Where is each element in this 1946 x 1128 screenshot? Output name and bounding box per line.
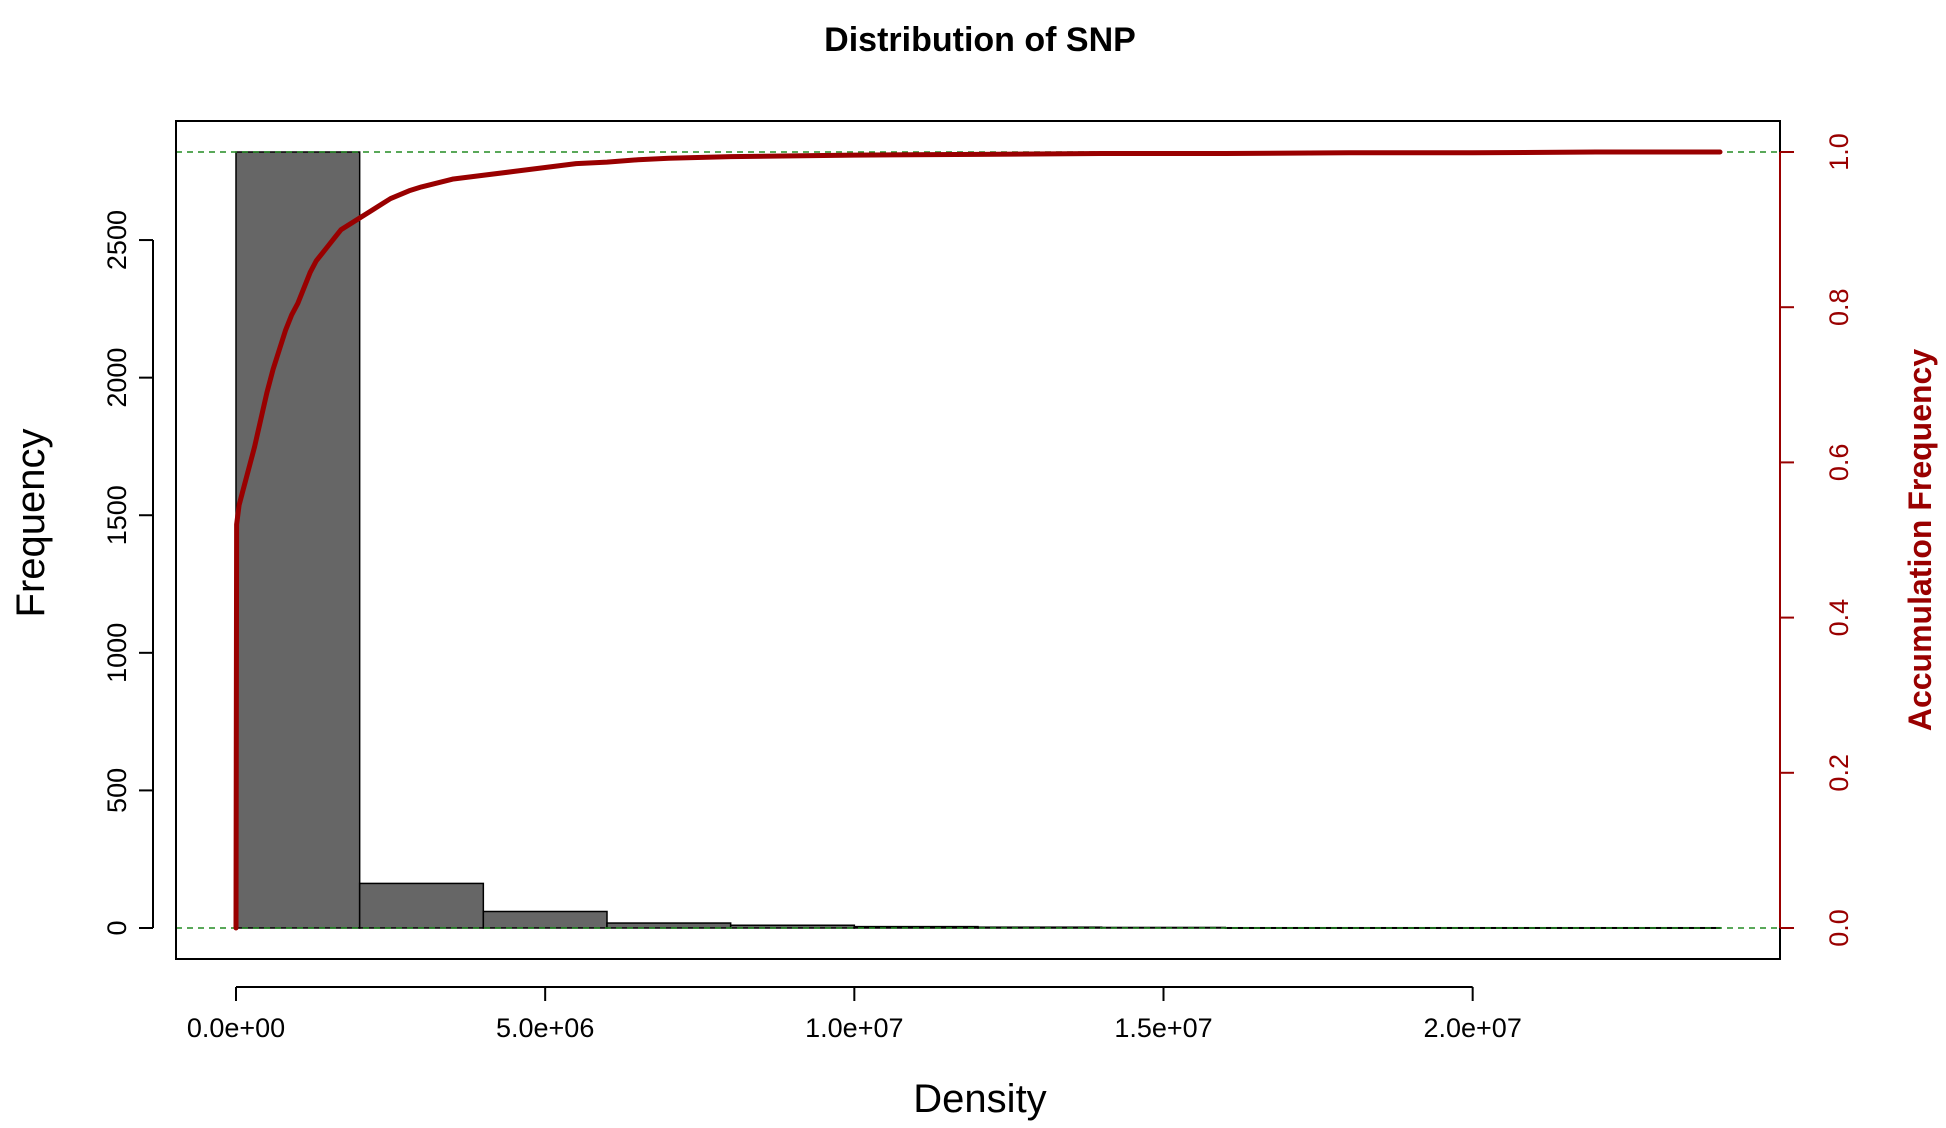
y2-tick-label: 0.2: [1824, 754, 1854, 792]
plot-border: [175, 120, 1781, 960]
x-tick-label: 2.0e+07: [1423, 1013, 1521, 1043]
histogram-bar: [482, 910, 608, 929]
histogram-bar: [1595, 926, 1721, 929]
x-tick-label: 1.5e+07: [1114, 1013, 1212, 1043]
plot-area: [176, 149, 1780, 931]
y2-tick-label: 0.6: [1824, 444, 1854, 482]
y-tick-label: 1500: [102, 485, 132, 545]
y-tick-label: 2500: [102, 210, 132, 270]
y-tick-label: 1000: [102, 623, 132, 683]
y2-tick-label: 0.8: [1824, 288, 1854, 326]
chart-title: Distribution of SNP: [824, 21, 1136, 59]
y2-tick-label: 0.4: [1824, 599, 1854, 637]
x-axis-label: Density: [913, 1077, 1046, 1121]
axes: 0.0e+00 5.0e+06 1.0e+07 1.5e+07 2.0e+07 0 500 1…: [102, 120, 1854, 1043]
y-axis-label: Frequency: [9, 429, 53, 618]
histogram-bar: [1100, 926, 1227, 929]
cumulative-line: [233, 149, 1723, 931]
y2-axis-label: Accumulation Frequency: [1902, 349, 1938, 732]
x-tick-label: 1.0e+07: [805, 1013, 903, 1043]
histogram-bar: [358, 882, 485, 929]
y-tick-label: 2000: [102, 348, 132, 408]
histogram-bar: [235, 151, 361, 929]
x-tick-label: 5.0e+06: [496, 1013, 594, 1043]
x-tick-label: 0.0e+00: [187, 1013, 285, 1043]
y-tick-label: 500: [102, 768, 132, 813]
y-tick-label: 0: [102, 920, 132, 935]
y2-tick-label: 0.0: [1824, 909, 1854, 947]
y2-tick-label: 1.0: [1824, 133, 1854, 171]
histogram-bar: [606, 922, 732, 929]
